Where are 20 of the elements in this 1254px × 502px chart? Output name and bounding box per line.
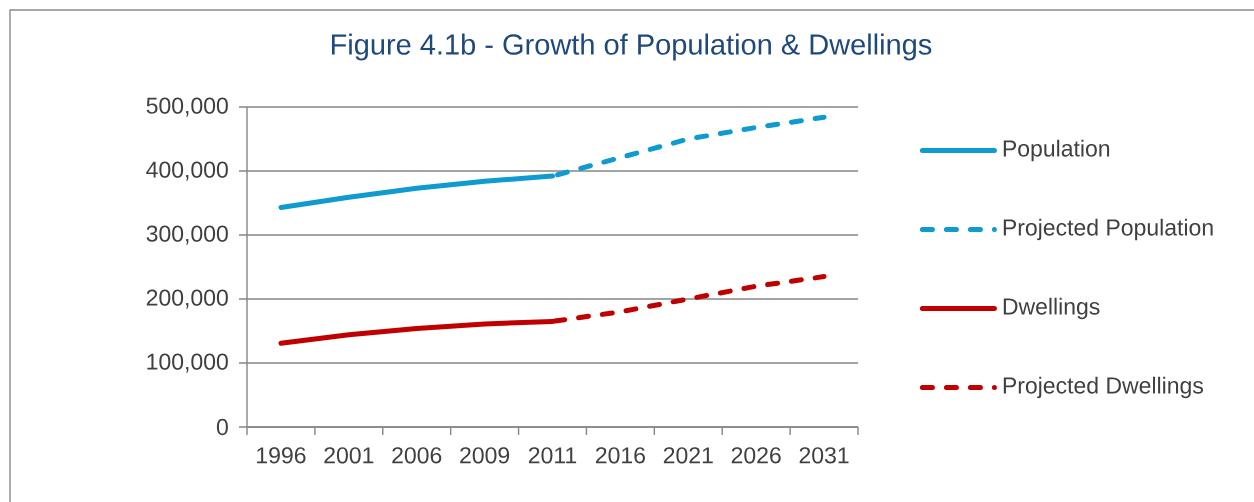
x-tick-label: 2031	[799, 447, 849, 464]
legend-label: Projected Dwellings	[1003, 376, 1203, 399]
x-tick-label: 2006	[392, 447, 442, 464]
y-tick-label: 500,000	[146, 97, 228, 117]
x-tick-label: 2001	[324, 447, 374, 464]
legend-label: Dwellings	[1003, 297, 1100, 320]
y-tick-label: 200,000	[146, 289, 228, 309]
x-tick-label: 2009	[460, 447, 510, 464]
y-tick-label: 100,000	[147, 353, 228, 373]
y-tick-label: 300,000	[146, 225, 228, 245]
x-tick-label: 2026	[731, 447, 781, 464]
x-tick-label: 2011	[528, 447, 577, 464]
x-tick-label: 2016	[595, 447, 645, 464]
x-tick-label: 1996	[257, 447, 306, 464]
chart-title: Figure 4.1b - Growth of Population & Dwellings	[331, 33, 932, 61]
y-tick-label: 0	[216, 418, 228, 436]
y-tick-label: 400,000	[146, 161, 228, 181]
x-tick-label: 2021	[663, 447, 713, 464]
legend-label: Projected Population	[1003, 218, 1213, 241]
legend-label: Population	[1003, 139, 1110, 162]
